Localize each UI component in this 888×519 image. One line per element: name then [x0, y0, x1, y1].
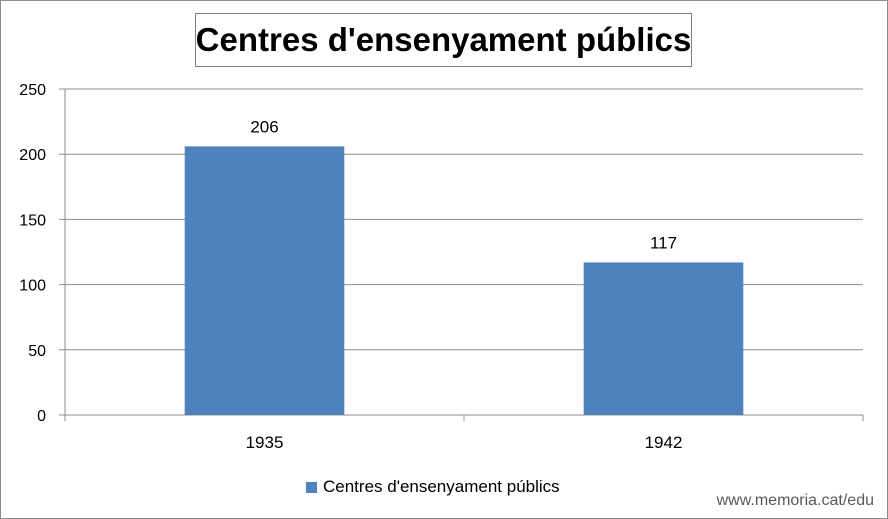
chart-title-box: Centres d'ensenyament públics: [195, 13, 692, 67]
y-tick-label: 150: [19, 212, 46, 229]
legend: Centres d'ensenyament públics: [306, 476, 560, 498]
data-label: 117: [650, 233, 677, 252]
y-tick-label: 50: [28, 343, 46, 360]
y-tick-label: 0: [37, 408, 46, 425]
legend-swatch: [306, 481, 317, 493]
data-label: 206: [250, 117, 278, 136]
chart-title: Centres d'ensenyament públics: [195, 21, 692, 58]
y-tick-label: 250: [19, 82, 46, 99]
bar: [184, 146, 345, 415]
watermark-text: www.memoria.cat/edu: [716, 492, 874, 509]
legend-label: Centres d'ensenyament públics: [323, 477, 560, 496]
x-tick-label: 1935: [246, 433, 284, 452]
y-tick-label: 100: [19, 278, 46, 295]
y-tick-label: 200: [19, 147, 46, 164]
bar: [583, 262, 744, 415]
x-tick-label: 1942: [645, 433, 683, 452]
